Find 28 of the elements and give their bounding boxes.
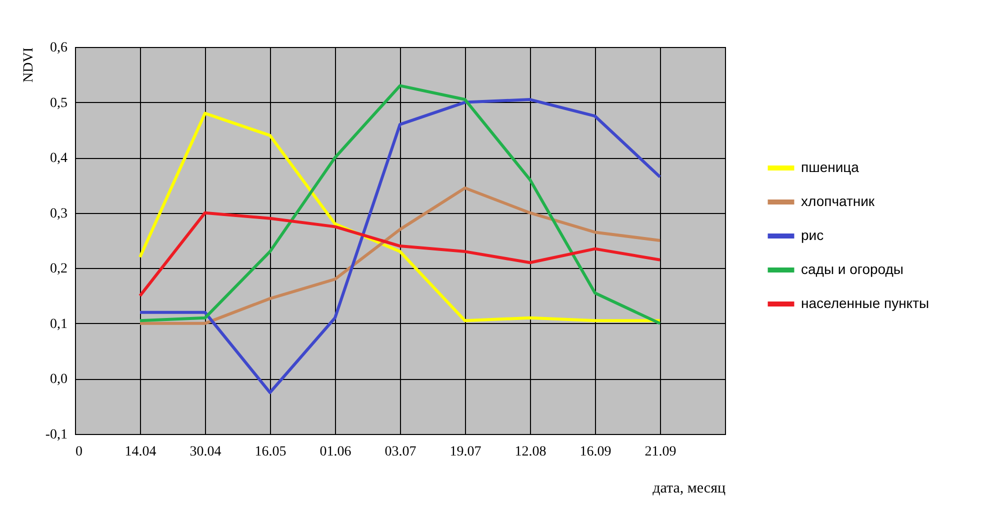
y-axis-title: NDVI	[21, 47, 36, 82]
y-tick-label: 0,6	[50, 40, 68, 56]
legend-label: пшеница	[801, 159, 860, 175]
x-tick-label: 19.07	[450, 444, 482, 460]
y-tick-label: 0,0	[50, 372, 68, 388]
x-tick-label: 12.08	[514, 444, 546, 460]
x-tick-label: 01.06	[320, 444, 352, 460]
legend-label: сады и огороды	[801, 261, 904, 277]
line-series	[138, 98, 662, 394]
x-tick-label: 0	[76, 444, 82, 460]
x-tick-label: 14.04	[124, 444, 156, 460]
legend-label: рис	[801, 227, 824, 243]
line-series	[138, 186, 662, 325]
y-tick-label: 0,1	[50, 316, 68, 332]
y-tick-label: 0,4	[50, 151, 68, 166]
y-tick-label: 0,2	[50, 262, 68, 277]
x-tick-label: 16.09	[580, 444, 612, 460]
y-tick-label: 0,3	[50, 206, 68, 222]
x-tick-label: 30.04	[190, 444, 222, 460]
y-tick-label: -0,1	[45, 428, 68, 442]
x-axis-title: дата, месяц	[652, 480, 726, 496]
legend-label: населенные пункты	[801, 295, 930, 311]
x-tick-label: 16.05	[254, 444, 286, 460]
legend-label: хлопчатник	[801, 193, 876, 209]
line-series	[138, 211, 662, 298]
x-tick-label: 21.09	[644, 444, 676, 460]
y-tick-label: 0,5	[50, 96, 68, 111]
x-tick-label: 03.07	[384, 444, 416, 460]
